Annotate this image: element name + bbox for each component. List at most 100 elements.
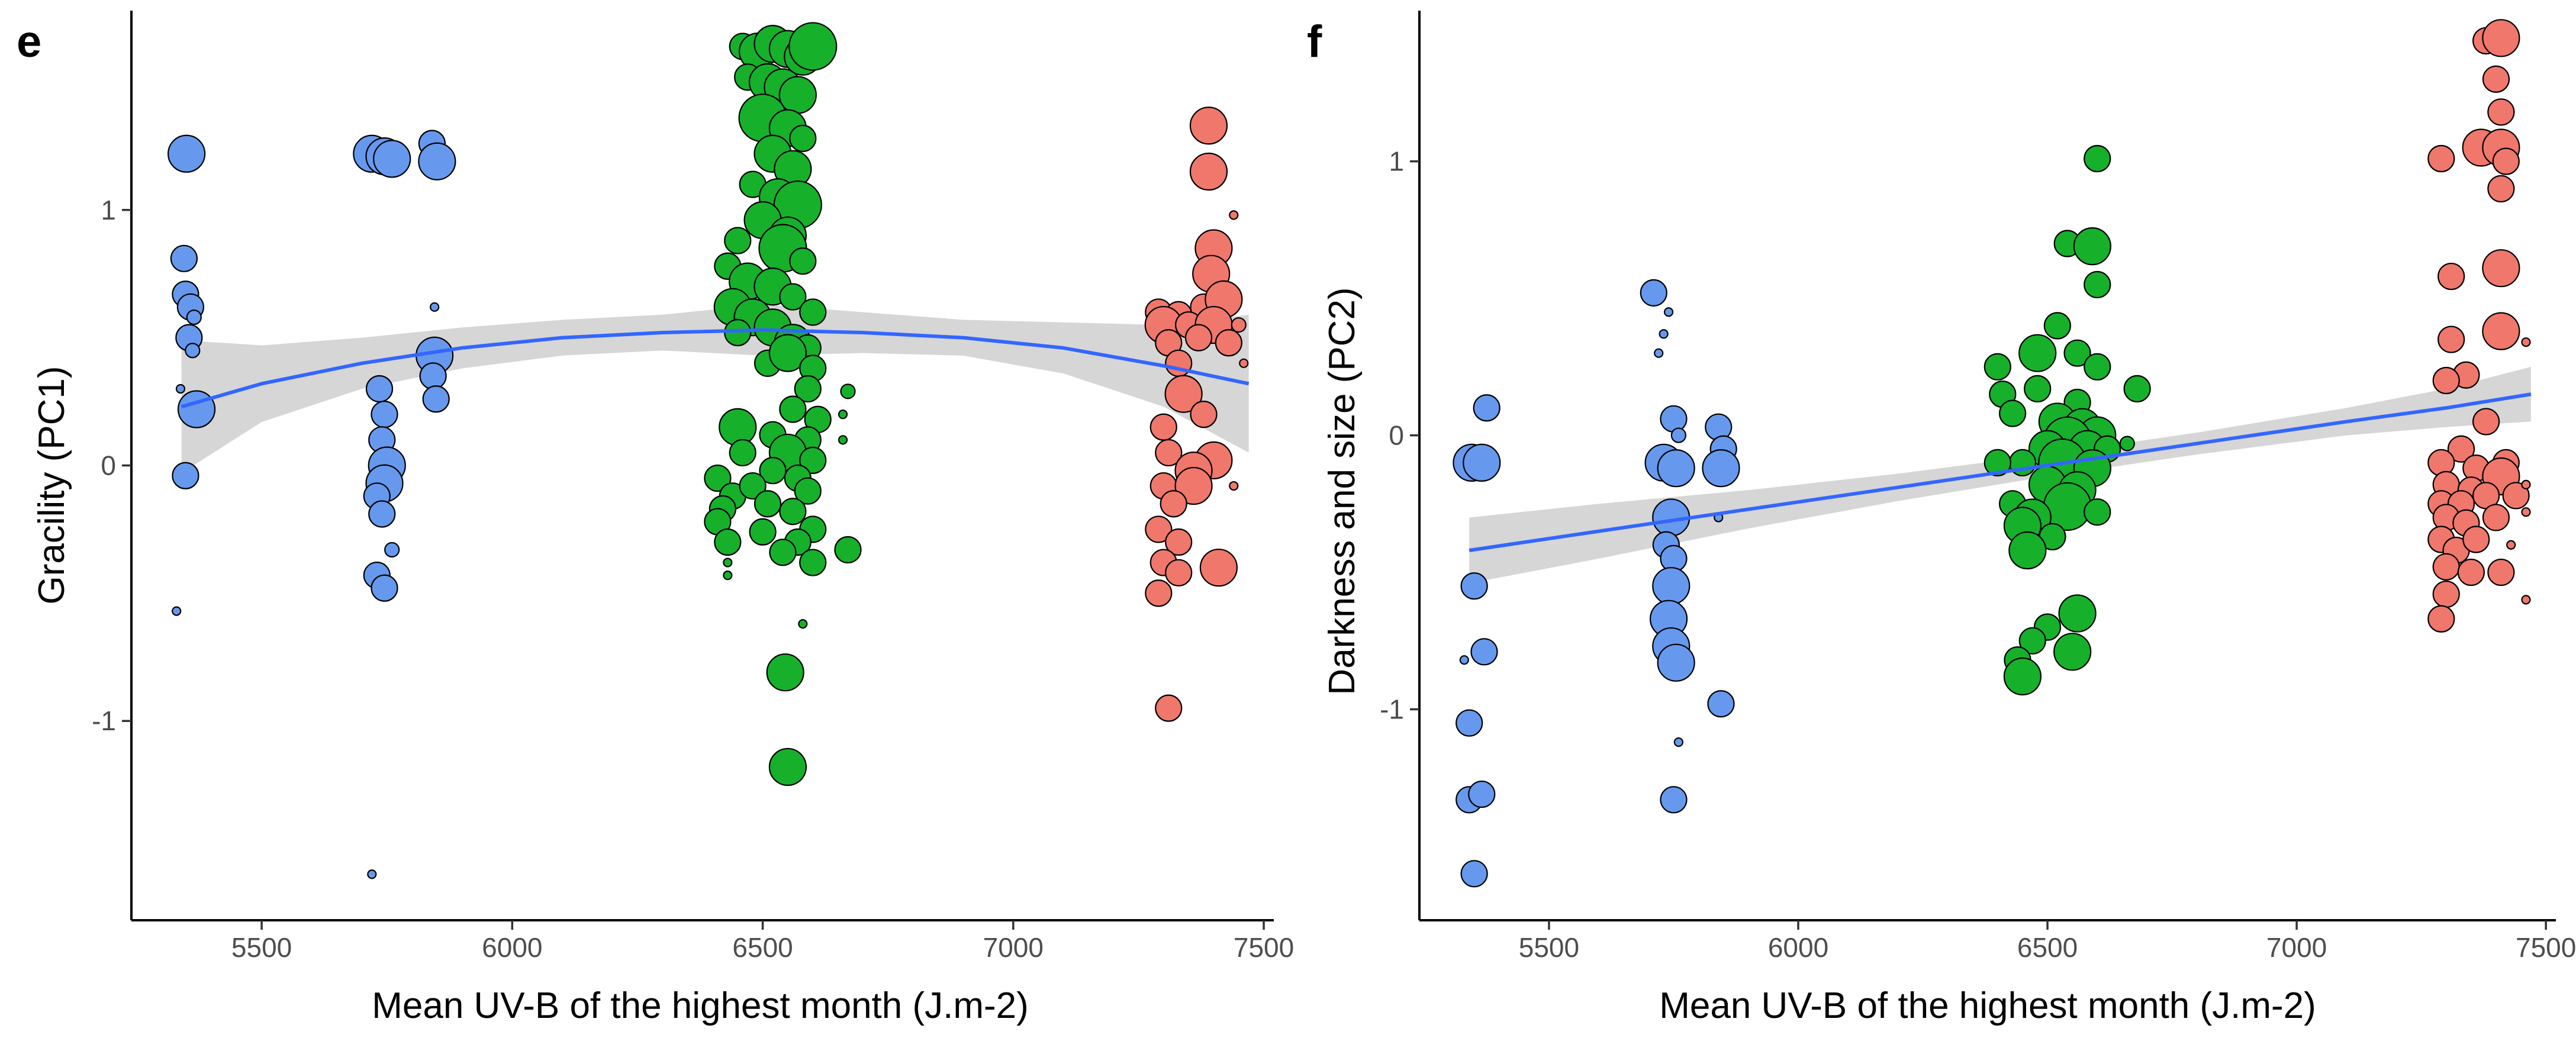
panel-e-point-red-28 — [1145, 515, 1173, 543]
panel-f-point-red-10 — [2482, 249, 2520, 288]
panel-f-point-blue-2 — [1463, 443, 1501, 482]
panel-f-point-red-39 — [2487, 558, 2515, 586]
panel-e-y-tick-label-1: 1 — [101, 195, 116, 225]
panel-f-y-tick-label--1: -1 — [1380, 694, 1404, 725]
panel-e-point-green-63 — [769, 539, 797, 566]
panel-e-point-blue-24 — [367, 869, 377, 879]
panel-e-x-tick-label-5500: 5500 — [231, 932, 292, 963]
panel-e-point-red-18 — [1164, 375, 1203, 413]
panel-e-point-blue-10 — [175, 383, 186, 394]
panel-e-point-blue-26 — [418, 142, 456, 180]
panel-f-point-green-37 — [2018, 627, 2046, 655]
panel-f-point-red-40 — [2432, 580, 2460, 608]
panel-e-point-blue-0 — [168, 134, 206, 173]
panel-f-x-tick-label-7000: 7000 — [2266, 932, 2327, 963]
panel-f-fit-line — [1469, 392, 2532, 552]
panel-f-x-tick-label-6000: 6000 — [1768, 932, 1828, 963]
panel-f-point-blue-12 — [1659, 329, 1669, 339]
panel-e-point-red-33 — [1145, 579, 1173, 607]
panel-e-point-green-68 — [798, 619, 808, 629]
panel-f-point-green-2 — [2073, 227, 2111, 266]
panel-f-point-red-7 — [2492, 147, 2520, 175]
panel-f-point-red-13 — [2521, 337, 2531, 347]
panel-f-letter: f — [1307, 17, 1322, 67]
panel-e-point-red-20 — [1149, 413, 1177, 441]
panel-f-point-green-10 — [2123, 375, 2151, 402]
panel-f-point-green-38 — [2053, 633, 2092, 671]
panel-e-point-red-34 — [1155, 694, 1183, 722]
panel-f-point-red-2 — [2482, 65, 2510, 93]
panel-f-point-blue-5 — [1459, 655, 1469, 665]
panel-e-point-green-66 — [723, 570, 733, 581]
panel-e-point-green-48 — [799, 446, 827, 474]
panel-e-point-blue-8 — [172, 462, 199, 489]
panel-f-point-red-36 — [2506, 540, 2516, 550]
panel-e-point-green-54 — [794, 477, 822, 505]
panel-e-point-green-5 — [788, 22, 838, 71]
panel-e-point-green-22 — [789, 247, 817, 275]
panel-f-points-layer — [1453, 19, 2531, 888]
panel-e-point-blue-6 — [185, 343, 201, 359]
panel-f-point-red-12 — [2437, 325, 2465, 353]
panel-f-point-red-16 — [2472, 408, 2500, 436]
panel-e-point-green-35 — [768, 334, 807, 372]
panel-f-point-blue-4 — [1470, 638, 1498, 666]
panel-e-point-blue-13 — [373, 140, 411, 178]
panel-f-point-green-5 — [2018, 334, 2057, 372]
panel-f-y-tick-label-0: 0 — [1389, 420, 1404, 451]
panel-f-point-blue-21 — [1652, 567, 1690, 605]
panel-e-point-red-1 — [1189, 152, 1228, 191]
panel-e-point-blue-23 — [371, 574, 398, 602]
panel-f-point-red-35 — [2462, 526, 2490, 553]
panel-e-y-axis-title: Gracility (PC1) — [31, 366, 72, 604]
panel-f-point-green-40 — [2003, 657, 2042, 696]
panel-e-point-blue-7 — [177, 390, 216, 428]
panel-e-point-red-31 — [1165, 559, 1193, 586]
panel-f-axes-layer: 5500 6000 6500 7000 7500 -1 0 1 — [1380, 11, 2576, 963]
panel-e-point-red-19 — [1190, 401, 1218, 428]
panel-e-points-layer — [168, 22, 1249, 879]
panel-f-point-green-31 — [2084, 498, 2111, 526]
panel-e-point-green-67 — [834, 536, 862, 564]
panel-e-point-red-25 — [1174, 466, 1213, 505]
panel-f-point-green-3 — [2084, 270, 2111, 299]
panel-e-axes-layer: 5500 6000 6500 7000 7500 -1 0 1 — [92, 11, 1294, 963]
panel-f-point-red-15 — [2432, 366, 2460, 395]
panel-f-point-green-35 — [2058, 594, 2097, 633]
panel-f-point-blue-15 — [1670, 427, 1686, 443]
panel-f-point-red-32 — [2521, 507, 2531, 517]
panel-e: e 5500 6000 6500 7000 7500 -1 0 1 Mean UV-B of … — [17, 11, 1294, 1026]
panel-f-point-red-1 — [2482, 19, 2520, 57]
panel-f-point-red-3 — [2487, 98, 2515, 126]
panel-e-point-blue-14 — [365, 375, 394, 403]
panel-f-x-axis-title: Mean UV-B of the highest month (J.m-2) — [1659, 985, 2316, 1026]
panel-f-point-green-0 — [2084, 144, 2111, 173]
panel-e-point-blue-21 — [384, 541, 400, 558]
panel-e-point-red-15 — [1215, 329, 1242, 357]
panel-e-point-blue-20 — [368, 500, 396, 528]
panel-e-point-green-9 — [778, 76, 817, 114]
panel-f-point-blue-25 — [1673, 737, 1683, 747]
panel-f-point-blue-24 — [1657, 643, 1695, 682]
panel-f-point-blue-9 — [1460, 860, 1488, 888]
panel-e-y-tick-label-0: 0 — [101, 450, 116, 481]
panel-f-point-red-9 — [2437, 262, 2465, 291]
panel-f-fit-layer — [1469, 392, 2532, 552]
panel-e-point-blue-4 — [186, 309, 202, 325]
panel-e-point-green-53 — [739, 472, 767, 500]
panel-f-point-red-28 — [2521, 479, 2531, 490]
panel-e-point-green-56 — [754, 490, 782, 518]
panel-e-x-tick-label-7500: 7500 — [1234, 932, 1294, 963]
panel-e-point-green-39 — [779, 395, 807, 423]
panel-f-point-red-37 — [2432, 553, 2460, 581]
panel-e-point-green-70 — [768, 747, 807, 787]
panel-f-point-blue-26 — [1660, 786, 1688, 814]
panel-f-point-blue-0 — [1473, 394, 1500, 422]
panel-e-x-tick-label-6500: 6500 — [732, 932, 793, 963]
panel-e-point-blue-30 — [422, 385, 450, 413]
panel-f-point-red-31 — [2482, 504, 2510, 531]
panel-f-point-green-4 — [2043, 312, 2071, 340]
panel-f-point-blue-8 — [1468, 780, 1496, 808]
panel-e-point-red-32 — [1199, 549, 1238, 587]
